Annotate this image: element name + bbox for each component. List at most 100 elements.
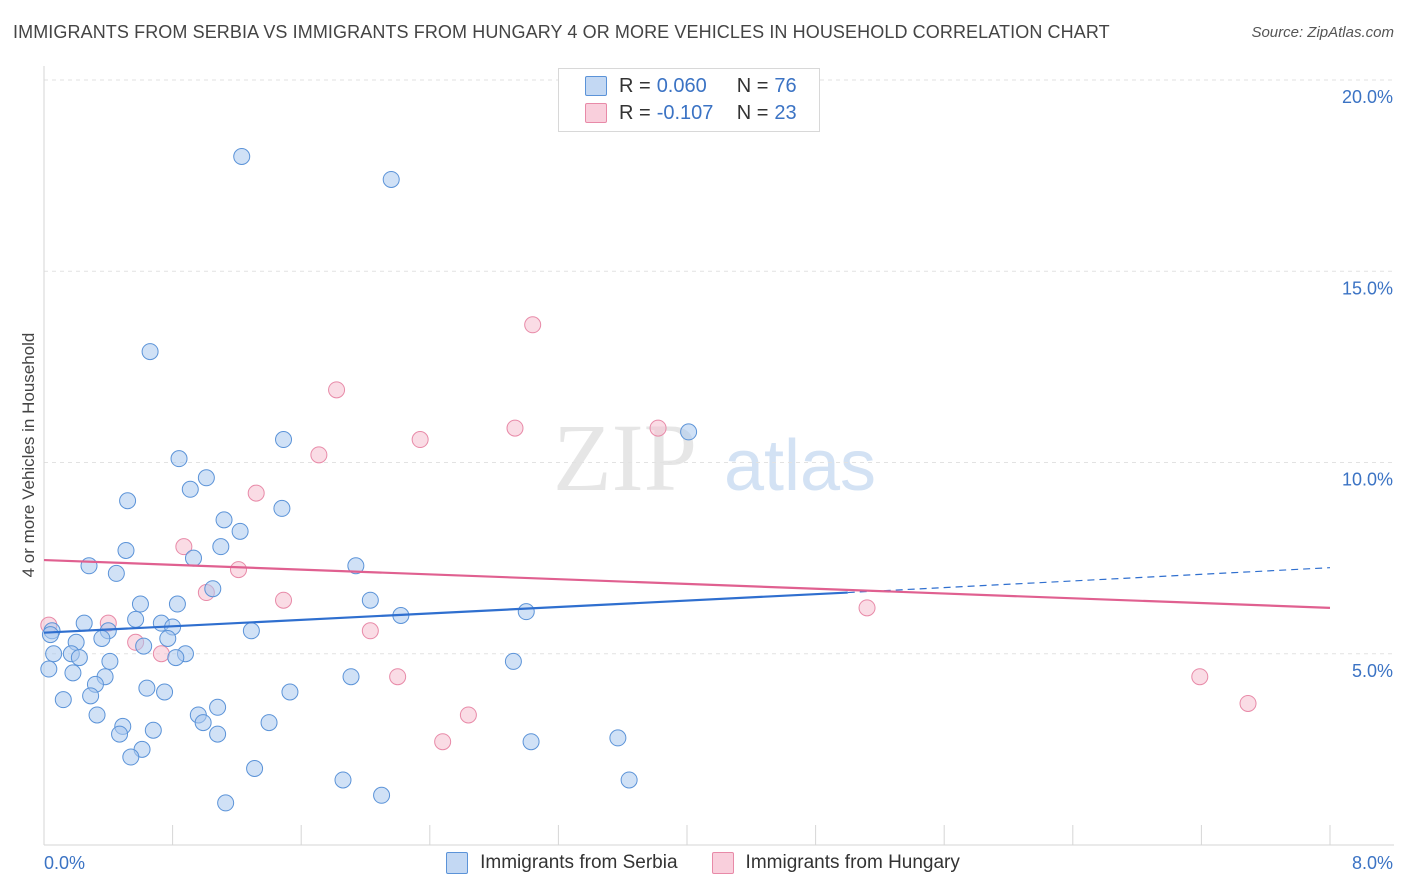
hungary-legend-swatch xyxy=(711,852,734,874)
serbia-point xyxy=(504,652,522,670)
hungary-point xyxy=(434,733,452,751)
serbia-point xyxy=(64,664,82,682)
legend-row-hungary: R = -0.107 N = 23 xyxy=(585,101,797,125)
serbia-point xyxy=(517,603,535,621)
hungary-point xyxy=(275,591,293,609)
serbia-point xyxy=(159,629,177,647)
serbia-point xyxy=(82,687,100,705)
serbia-point xyxy=(119,492,137,510)
hungary-point xyxy=(1239,694,1257,712)
serbia-legend-swatch xyxy=(446,852,469,874)
hungary-point xyxy=(152,645,170,663)
serbia-point xyxy=(212,538,230,556)
y-tick-label: 20.0% xyxy=(1342,87,1393,107)
hungary-point xyxy=(858,599,876,617)
y-tick-label: 5.0% xyxy=(1352,661,1393,681)
hungary-point xyxy=(328,381,346,399)
hungary-r-value: -0.107 xyxy=(656,101,714,124)
hungary-points xyxy=(40,316,1257,751)
serbia-point xyxy=(156,683,174,701)
serbia-point xyxy=(80,557,98,575)
serbia-point xyxy=(54,691,72,709)
hungary-legend-label: Immigrants from Hungary xyxy=(745,852,960,873)
serbia-r-label: R = xyxy=(619,74,651,97)
legend-item-serbia[interactable]: Immigrants from Serbia xyxy=(446,852,678,874)
hungary-point xyxy=(506,419,524,437)
serbia-point xyxy=(167,649,185,667)
serbia-n-label: N = xyxy=(736,74,769,97)
serbia-point xyxy=(273,499,291,517)
serbia-point xyxy=(231,522,249,540)
serbia-point xyxy=(40,660,58,678)
chart-title: IMMIGRANTS FROM SERBIA VS IMMIGRANTS FRO… xyxy=(13,22,1110,42)
serbia-point xyxy=(609,729,627,747)
hungary-trend-line xyxy=(43,558,1331,609)
x-tick-label: 0.0% xyxy=(44,853,85,873)
serbia-point xyxy=(194,714,212,732)
serbia-point xyxy=(107,564,125,582)
serbia-point xyxy=(111,725,129,743)
serbia-legend-label: Immigrants from Serbia xyxy=(480,852,678,873)
legend-row-serbia: R = 0.060 N = 76 xyxy=(585,74,797,98)
serbia-point xyxy=(144,721,162,739)
serbia-point xyxy=(117,541,135,559)
hungary-point xyxy=(361,622,379,640)
serbia-point xyxy=(75,614,93,632)
serbia-point xyxy=(373,786,391,804)
serbia-point xyxy=(45,645,63,663)
hungary-r-label: R = xyxy=(619,101,651,124)
serbia-point xyxy=(260,714,278,732)
watermark-zip: ZIP xyxy=(553,404,697,511)
hungary-point xyxy=(649,419,667,437)
serbia-point xyxy=(209,725,227,743)
y-tick-label: 10.0% xyxy=(1342,470,1393,490)
serbia-point xyxy=(382,170,400,188)
tick-labels: 5.0% 10.0% 15.0% 20.0% 0.0% 8.0% xyxy=(44,87,1393,873)
hungary-point xyxy=(389,668,407,686)
serbia-r-value: 0.060 xyxy=(656,74,707,97)
hungary-point xyxy=(230,561,248,579)
serbia-point xyxy=(209,698,227,716)
series-legend: Immigrants from Serbia Immigrants from H… xyxy=(0,852,1406,874)
serbia-point xyxy=(242,622,260,640)
serbia-point xyxy=(361,591,379,609)
serbia-points xyxy=(40,148,698,812)
serbia-point xyxy=(217,794,235,812)
serbia-point xyxy=(204,580,222,598)
serbia-swatch xyxy=(585,76,607,96)
serbia-point xyxy=(215,511,233,529)
serbia-point xyxy=(246,760,264,777)
serbia-point xyxy=(41,626,59,644)
serbia-point xyxy=(620,771,638,789)
trend-lines xyxy=(43,558,1331,634)
correlation-legend: R = 0.060 N = 76 R = -0.107 N = 23 xyxy=(558,68,820,132)
serbia-point xyxy=(141,343,159,361)
serbia-point xyxy=(233,148,251,165)
x-tick-label: 8.0% xyxy=(1352,853,1393,873)
serbia-point xyxy=(70,649,88,667)
serbia-point xyxy=(522,733,540,751)
y-tick-label: 15.0% xyxy=(1342,278,1393,298)
serbia-point xyxy=(88,706,106,724)
serbia-point xyxy=(347,557,365,575)
serbia-point xyxy=(680,423,698,441)
hungary-point xyxy=(1191,668,1209,686)
source-credit: Source: ZipAtlas.com xyxy=(1251,24,1394,41)
serbia-point xyxy=(334,771,352,789)
serbia-point xyxy=(101,652,119,670)
serbia-n-value: 76 xyxy=(774,74,797,97)
serbia-point xyxy=(184,549,202,567)
legend-item-hungary[interactable]: Immigrants from Hungary xyxy=(711,852,960,874)
axes xyxy=(43,66,1394,846)
hungary-point xyxy=(411,431,429,449)
hungary-point xyxy=(310,446,328,464)
watermark-atlas: atlas xyxy=(724,426,876,506)
serbia-trend-extension xyxy=(847,567,1331,594)
serbia-point xyxy=(281,683,299,701)
serbia-point xyxy=(127,610,145,628)
hungary-n-label: N = xyxy=(736,101,769,124)
hungary-swatch xyxy=(585,103,607,123)
serbia-point xyxy=(131,595,149,613)
watermark: ZIP atlas xyxy=(553,404,876,511)
